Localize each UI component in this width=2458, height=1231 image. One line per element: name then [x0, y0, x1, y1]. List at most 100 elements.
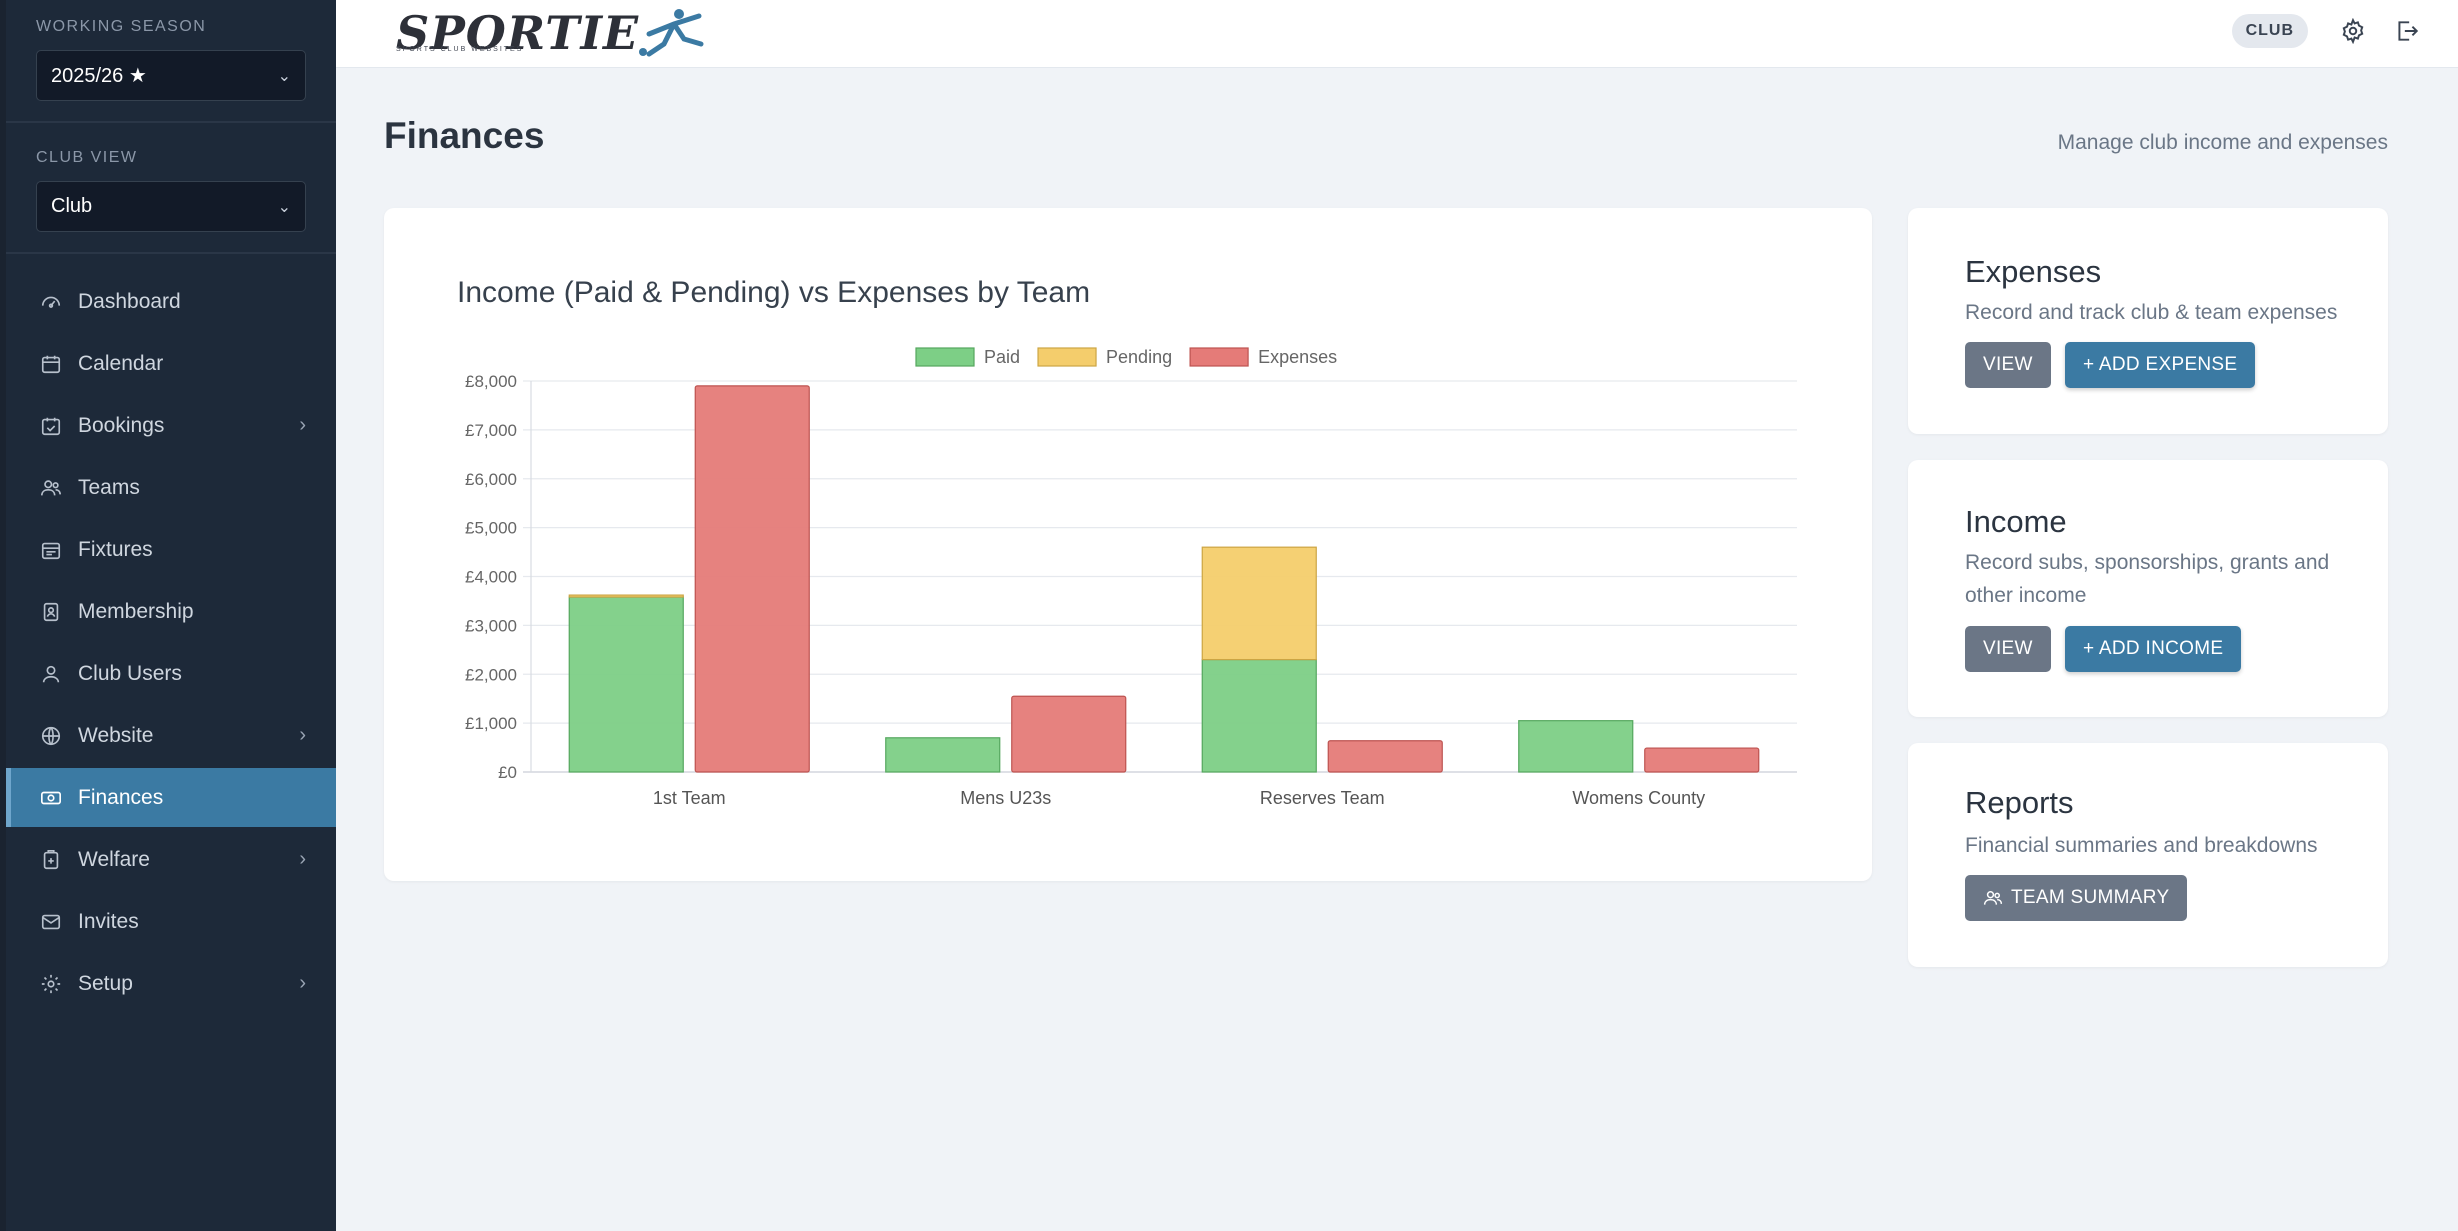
- club-view-value: Club: [51, 195, 93, 217]
- sidebar-item-calendar[interactable]: Calendar: [6, 334, 336, 393]
- chevron-right-icon: ›: [299, 724, 306, 746]
- income-title: Income: [1965, 504, 2067, 539]
- x-tick-label: Womens County: [1572, 788, 1705, 808]
- reports-title: Reports: [1965, 785, 2074, 820]
- sidebar-item-label: Dashboard: [78, 289, 181, 313]
- working-season-select[interactable]: 2025/26 ★ ⌄: [36, 50, 306, 101]
- sidebar-item-label: Website: [78, 723, 154, 747]
- legend-swatch: [1189, 347, 1249, 367]
- legend-swatch: [1037, 347, 1097, 367]
- chevron-right-icon: ›: [299, 848, 306, 870]
- sidebar-item-teams[interactable]: Teams: [6, 458, 336, 517]
- sportie-logo[interactable]: SPORTIE: [396, 4, 709, 62]
- sidebar: WORKING SEASON 2025/26 ★ ⌄ CLUB VIEW Clu…: [0, 0, 336, 1231]
- gear-icon: [38, 971, 64, 997]
- sidebar-item-website[interactable]: Website ›: [6, 706, 336, 765]
- sidebar-nav: Dashboard Calendar Bookings › Teams Fixt…: [6, 272, 336, 1013]
- teams-icon: [38, 475, 64, 501]
- income-desc: Record subs, sponsorships, grants and ot…: [1965, 551, 2330, 607]
- team-summary-button[interactable]: TEAM SUMMARY: [1965, 875, 2188, 921]
- working-season-label: WORKING SEASON: [36, 18, 207, 35]
- logout-icon: [2398, 21, 2419, 41]
- x-tick-label: Reserves Team: [1260, 788, 1385, 808]
- fixtures-icon: [38, 537, 64, 563]
- y-tick-label: £2,000: [465, 665, 517, 684]
- y-tick-label: £0: [498, 763, 517, 782]
- income-card: Income Record subs, sponsorships, grants…: [1908, 460, 2388, 717]
- sidebar-item-label: Teams: [78, 475, 140, 499]
- expenses-desc: Record and track club & team expenses: [1965, 301, 2338, 324]
- bar-expenses: [1327, 740, 1443, 773]
- sidebar-item-label: Setup: [78, 971, 133, 995]
- dashboard-icon: [38, 289, 64, 315]
- user-icon: [38, 661, 64, 687]
- sidebar-item-fixtures[interactable]: Fixtures: [6, 520, 336, 579]
- sidebar-item-finances[interactable]: Finances: [6, 768, 336, 827]
- topbar: SPORTIE SPORTS CLUB WEBSITES CLUB: [336, 0, 2458, 68]
- chart-title: Income (Paid & Pending) vs Expenses by T…: [457, 276, 1091, 309]
- add-expense-button[interactable]: + ADD EXPENSE: [2065, 342, 2256, 388]
- y-tick-label: £1,000: [465, 714, 517, 733]
- legend-label: Paid: [984, 347, 1020, 367]
- bar-pending: [568, 594, 684, 598]
- sidebar-item-label: Club Users: [78, 661, 182, 685]
- income-expenses-chart: £0 £1,000 £2,000 £3,000 £4,000 £5,000 £6,000 £7…: [465, 347, 1797, 808]
- bar-expenses: [1644, 747, 1760, 773]
- club-view-select[interactable]: Club ⌄: [36, 181, 306, 232]
- calendar-icon: [38, 351, 64, 377]
- reports-desc: Financial summaries and breakdowns: [1965, 834, 2318, 857]
- sidebar-item-label: Finances: [78, 785, 164, 809]
- logo-text: SPORTIE: [396, 6, 640, 60]
- y-tick-label: £8,000: [465, 372, 517, 391]
- legend-swatch: [915, 347, 975, 367]
- add-income-button[interactable]: + ADD INCOME: [2065, 626, 2242, 672]
- gear-icon: [2342, 18, 2364, 44]
- team-summary-label: TEAM SUMMARY: [2011, 887, 2170, 908]
- page-title: Finances: [384, 115, 545, 156]
- sidebar-item-label: Membership: [78, 599, 194, 623]
- bar-pending: [1201, 546, 1317, 661]
- cash-icon: [38, 785, 64, 811]
- sidebar-item-dashboard[interactable]: Dashboard: [6, 272, 336, 331]
- sidebar-item-label: Invites: [78, 909, 139, 933]
- sidebar-item-membership[interactable]: Membership: [6, 582, 336, 641]
- footballer-icon: [639, 9, 704, 57]
- y-tick-label: £7,000: [465, 421, 517, 440]
- logout-button[interactable]: [2392, 16, 2422, 46]
- sidebar-item-invites[interactable]: Invites: [6, 892, 336, 951]
- view-expenses-button[interactable]: VIEW: [1965, 342, 2051, 388]
- sidebar-item-label: Welfare: [78, 847, 150, 871]
- settings-button[interactable]: [2338, 16, 2368, 46]
- y-tick-label: £4,000: [465, 568, 517, 587]
- legend-label: Pending: [1106, 347, 1172, 367]
- x-tick-label: Mens U23s: [960, 788, 1051, 808]
- sidebar-item-setup[interactable]: Setup ›: [6, 954, 336, 1013]
- view-income-button[interactable]: VIEW: [1965, 626, 2051, 672]
- expenses-card: Expenses Record and track club & team ex…: [1908, 208, 2388, 434]
- legend-label: Expenses: [1258, 347, 1337, 367]
- x-tick-label: 1st Team: [653, 788, 726, 808]
- globe-icon: [38, 723, 64, 749]
- bar-paid: [568, 596, 684, 773]
- y-tick-label: £6,000: [465, 470, 517, 489]
- welfare-icon: [38, 847, 64, 873]
- sidebar-item-club-users[interactable]: Club Users: [6, 644, 336, 703]
- bar-paid: [1201, 658, 1317, 773]
- sidebar-item-label: Calendar: [78, 351, 164, 375]
- sidebar-item-welfare[interactable]: Welfare ›: [6, 830, 336, 889]
- bar-expenses: [694, 385, 810, 773]
- y-tick-label: £3,000: [465, 616, 517, 635]
- sidebar-divider: [6, 121, 336, 123]
- club-view-label: CLUB VIEW: [36, 149, 138, 166]
- bar-paid: [885, 737, 1001, 773]
- sidebar-item-bookings[interactable]: Bookings ›: [6, 396, 336, 455]
- bar-expenses: [1011, 695, 1127, 773]
- chevron-right-icon: ›: [299, 414, 306, 436]
- teams-icon: [1983, 891, 2003, 905]
- sidebar-item-label: Bookings: [78, 413, 165, 437]
- sidebar-divider: [6, 252, 336, 254]
- sidebar-item-label: Fixtures: [78, 537, 153, 561]
- club-badge[interactable]: CLUB: [2231, 14, 2308, 48]
- chevron-down-icon: ⌄: [277, 198, 291, 216]
- envelope-icon: [38, 909, 64, 935]
